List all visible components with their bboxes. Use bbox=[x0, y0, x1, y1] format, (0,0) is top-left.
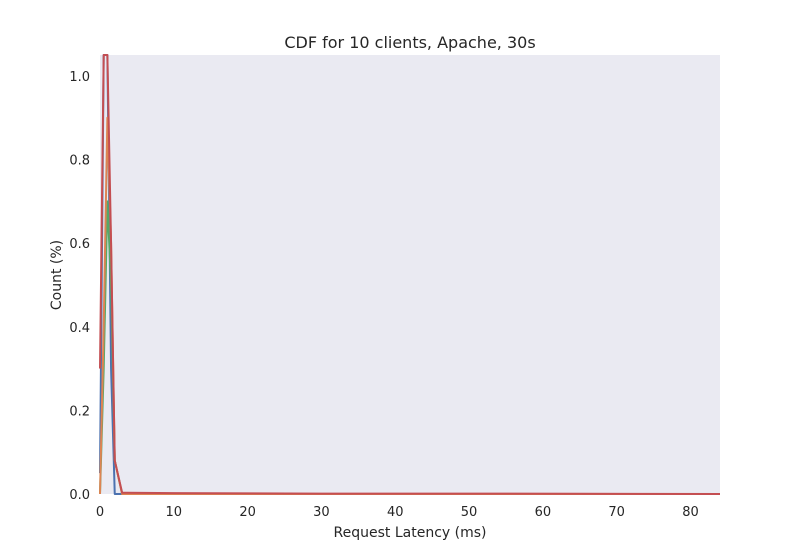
chart-title: CDF for 10 clients, Apache, 30s bbox=[284, 33, 535, 52]
x-tick-label: 40 bbox=[387, 505, 404, 520]
x-tick-label: 30 bbox=[313, 505, 330, 520]
y-tick-label: 0.2 bbox=[69, 404, 90, 419]
x-axis-label: Request Latency (ms) bbox=[334, 525, 487, 541]
x-tick-label: 80 bbox=[682, 505, 699, 520]
x-axis-ticks: 0 10 20 30 40 50 60 70 80 bbox=[96, 505, 699, 520]
series-layer bbox=[99, 54, 721, 495]
y-tick-label: 0.8 bbox=[69, 154, 90, 169]
y-tick-label: 0.6 bbox=[69, 237, 90, 252]
y-tick-label: 1.0 bbox=[69, 70, 90, 85]
x-tick-label: 60 bbox=[535, 505, 552, 520]
y-tick-label: 0.4 bbox=[69, 321, 90, 336]
x-tick-label: 50 bbox=[461, 505, 478, 520]
y-axis-label: Count (%) bbox=[49, 240, 65, 310]
x-tick-label: 20 bbox=[239, 505, 256, 520]
y-tick-label: 0.0 bbox=[69, 488, 90, 503]
x-tick-label: 10 bbox=[166, 505, 183, 520]
x-tick-label: 70 bbox=[608, 505, 625, 520]
x-tick-label: 0 bbox=[96, 505, 104, 520]
series-line-3 bbox=[99, 54, 721, 495]
y-axis-ticks: 0.0 0.2 0.4 0.6 0.8 1.0 bbox=[69, 70, 90, 503]
plot-area bbox=[100, 55, 720, 494]
